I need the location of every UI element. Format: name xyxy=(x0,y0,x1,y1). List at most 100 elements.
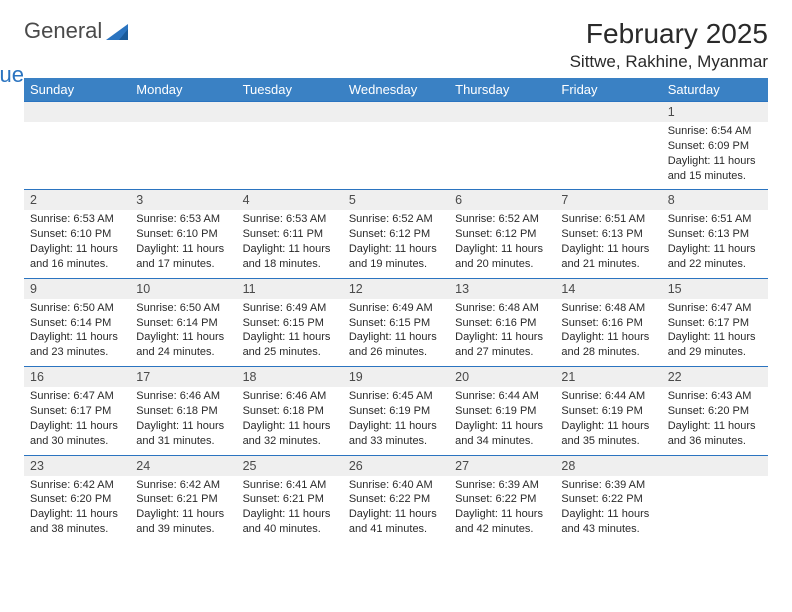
day-d2: and 29 minutes. xyxy=(668,345,762,360)
detail-row: Sunrise: 6:47 AMSunset: 6:17 PMDaylight:… xyxy=(24,387,768,455)
day-detail-cell: Sunrise: 6:53 AMSunset: 6:10 PMDaylight:… xyxy=(24,210,130,278)
day-d1: Daylight: 11 hours xyxy=(455,330,549,345)
day-detail-cell: Sunrise: 6:51 AMSunset: 6:13 PMDaylight:… xyxy=(662,210,768,278)
day-detail-cell: Sunrise: 6:42 AMSunset: 6:20 PMDaylight:… xyxy=(24,476,130,543)
day-d2: and 40 minutes. xyxy=(243,522,337,537)
day-d2: and 16 minutes. xyxy=(30,257,124,272)
day-ss: Sunset: 6:22 PM xyxy=(349,492,443,507)
day-d1: Daylight: 11 hours xyxy=(561,330,655,345)
day-number-cell: 18 xyxy=(237,367,343,388)
day-number-cell: 27 xyxy=(449,455,555,476)
day-number-cell xyxy=(449,102,555,123)
day-number-cell: 28 xyxy=(555,455,661,476)
day-number-cell: 25 xyxy=(237,455,343,476)
day-sr: Sunrise: 6:52 AM xyxy=(349,212,443,227)
day-detail-cell: Sunrise: 6:47 AMSunset: 6:17 PMDaylight:… xyxy=(24,387,130,455)
day-d2: and 42 minutes. xyxy=(455,522,549,537)
day-ss: Sunset: 6:17 PM xyxy=(30,404,124,419)
day-d1: Daylight: 11 hours xyxy=(349,242,443,257)
day-ss: Sunset: 6:21 PM xyxy=(243,492,337,507)
day-number-cell: 21 xyxy=(555,367,661,388)
day-detail-cell: Sunrise: 6:50 AMSunset: 6:14 PMDaylight:… xyxy=(24,299,130,367)
day-ss: Sunset: 6:12 PM xyxy=(349,227,443,242)
detail-row: Sunrise: 6:50 AMSunset: 6:14 PMDaylight:… xyxy=(24,299,768,367)
day-number-cell: 2 xyxy=(24,190,130,211)
weekday-header: Wednesday xyxy=(343,78,449,102)
day-number-cell xyxy=(237,102,343,123)
day-d1: Daylight: 11 hours xyxy=(243,330,337,345)
day-number-cell: 8 xyxy=(662,190,768,211)
day-sr: Sunrise: 6:44 AM xyxy=(561,389,655,404)
day-detail-cell: Sunrise: 6:39 AMSunset: 6:22 PMDaylight:… xyxy=(449,476,555,543)
detail-row: Sunrise: 6:42 AMSunset: 6:20 PMDaylight:… xyxy=(24,476,768,543)
weekday-header: Monday xyxy=(130,78,236,102)
day-sr: Sunrise: 6:45 AM xyxy=(349,389,443,404)
day-number-cell: 7 xyxy=(555,190,661,211)
day-detail-cell: Sunrise: 6:52 AMSunset: 6:12 PMDaylight:… xyxy=(449,210,555,278)
day-d1: Daylight: 11 hours xyxy=(30,242,124,257)
day-detail-cell: Sunrise: 6:49 AMSunset: 6:15 PMDaylight:… xyxy=(237,299,343,367)
day-d2: and 33 minutes. xyxy=(349,434,443,449)
day-d1: Daylight: 11 hours xyxy=(136,507,230,522)
detail-row: Sunrise: 6:54 AMSunset: 6:09 PMDaylight:… xyxy=(24,122,768,190)
daynum-row: 2345678 xyxy=(24,190,768,211)
day-d1: Daylight: 11 hours xyxy=(561,242,655,257)
day-number-cell: 16 xyxy=(24,367,130,388)
day-sr: Sunrise: 6:51 AM xyxy=(668,212,762,227)
day-detail-cell xyxy=(343,122,449,190)
day-d1: Daylight: 11 hours xyxy=(668,242,762,257)
day-ss: Sunset: 6:21 PM xyxy=(136,492,230,507)
day-detail-cell: Sunrise: 6:40 AMSunset: 6:22 PMDaylight:… xyxy=(343,476,449,543)
day-number-cell: 4 xyxy=(237,190,343,211)
day-sr: Sunrise: 6:49 AM xyxy=(349,301,443,316)
day-ss: Sunset: 6:20 PM xyxy=(30,492,124,507)
day-d1: Daylight: 11 hours xyxy=(561,507,655,522)
day-d2: and 26 minutes. xyxy=(349,345,443,360)
day-ss: Sunset: 6:18 PM xyxy=(136,404,230,419)
day-detail-cell: Sunrise: 6:53 AMSunset: 6:10 PMDaylight:… xyxy=(130,210,236,278)
day-detail-cell xyxy=(449,122,555,190)
day-detail-cell: Sunrise: 6:51 AMSunset: 6:13 PMDaylight:… xyxy=(555,210,661,278)
day-detail-cell: Sunrise: 6:44 AMSunset: 6:19 PMDaylight:… xyxy=(449,387,555,455)
location-text: Sittwe, Rakhine, Myanmar xyxy=(570,52,768,72)
day-sr: Sunrise: 6:46 AM xyxy=(136,389,230,404)
day-number-cell xyxy=(555,102,661,123)
day-detail-cell xyxy=(130,122,236,190)
calendar-page: General Blue February 2025 Sittwe, Rakhi… xyxy=(0,0,792,543)
day-number-cell: 1 xyxy=(662,102,768,123)
day-number-cell: 3 xyxy=(130,190,236,211)
day-ss: Sunset: 6:09 PM xyxy=(668,139,762,154)
day-d1: Daylight: 11 hours xyxy=(136,419,230,434)
title-block: February 2025 Sittwe, Rakhine, Myanmar xyxy=(570,18,768,72)
day-number-cell: 20 xyxy=(449,367,555,388)
day-detail-cell: Sunrise: 6:52 AMSunset: 6:12 PMDaylight:… xyxy=(343,210,449,278)
day-sr: Sunrise: 6:48 AM xyxy=(455,301,549,316)
day-detail-cell xyxy=(662,476,768,543)
day-d2: and 20 minutes. xyxy=(455,257,549,272)
day-ss: Sunset: 6:15 PM xyxy=(243,316,337,331)
day-number-cell: 17 xyxy=(130,367,236,388)
weekday-header-row: Sunday Monday Tuesday Wednesday Thursday… xyxy=(24,78,768,102)
day-number-cell: 15 xyxy=(662,278,768,299)
page-title: February 2025 xyxy=(570,18,768,50)
day-d1: Daylight: 11 hours xyxy=(561,419,655,434)
day-d1: Daylight: 11 hours xyxy=(455,242,549,257)
day-detail-cell: Sunrise: 6:46 AMSunset: 6:18 PMDaylight:… xyxy=(130,387,236,455)
day-d1: Daylight: 11 hours xyxy=(668,330,762,345)
day-d2: and 32 minutes. xyxy=(243,434,337,449)
day-ss: Sunset: 6:11 PM xyxy=(243,227,337,242)
calendar-table: Sunday Monday Tuesday Wednesday Thursday… xyxy=(24,78,768,543)
day-number-cell: 19 xyxy=(343,367,449,388)
day-d2: and 23 minutes. xyxy=(30,345,124,360)
day-detail-cell: Sunrise: 6:49 AMSunset: 6:15 PMDaylight:… xyxy=(343,299,449,367)
day-ss: Sunset: 6:16 PM xyxy=(455,316,549,331)
logo: General Blue xyxy=(24,18,102,70)
day-d1: Daylight: 11 hours xyxy=(243,507,337,522)
day-detail-cell: Sunrise: 6:44 AMSunset: 6:19 PMDaylight:… xyxy=(555,387,661,455)
day-ss: Sunset: 6:14 PM xyxy=(136,316,230,331)
day-d1: Daylight: 11 hours xyxy=(30,507,124,522)
day-number-cell: 9 xyxy=(24,278,130,299)
day-detail-cell: Sunrise: 6:48 AMSunset: 6:16 PMDaylight:… xyxy=(449,299,555,367)
day-d1: Daylight: 11 hours xyxy=(243,242,337,257)
day-d1: Daylight: 11 hours xyxy=(668,154,762,169)
